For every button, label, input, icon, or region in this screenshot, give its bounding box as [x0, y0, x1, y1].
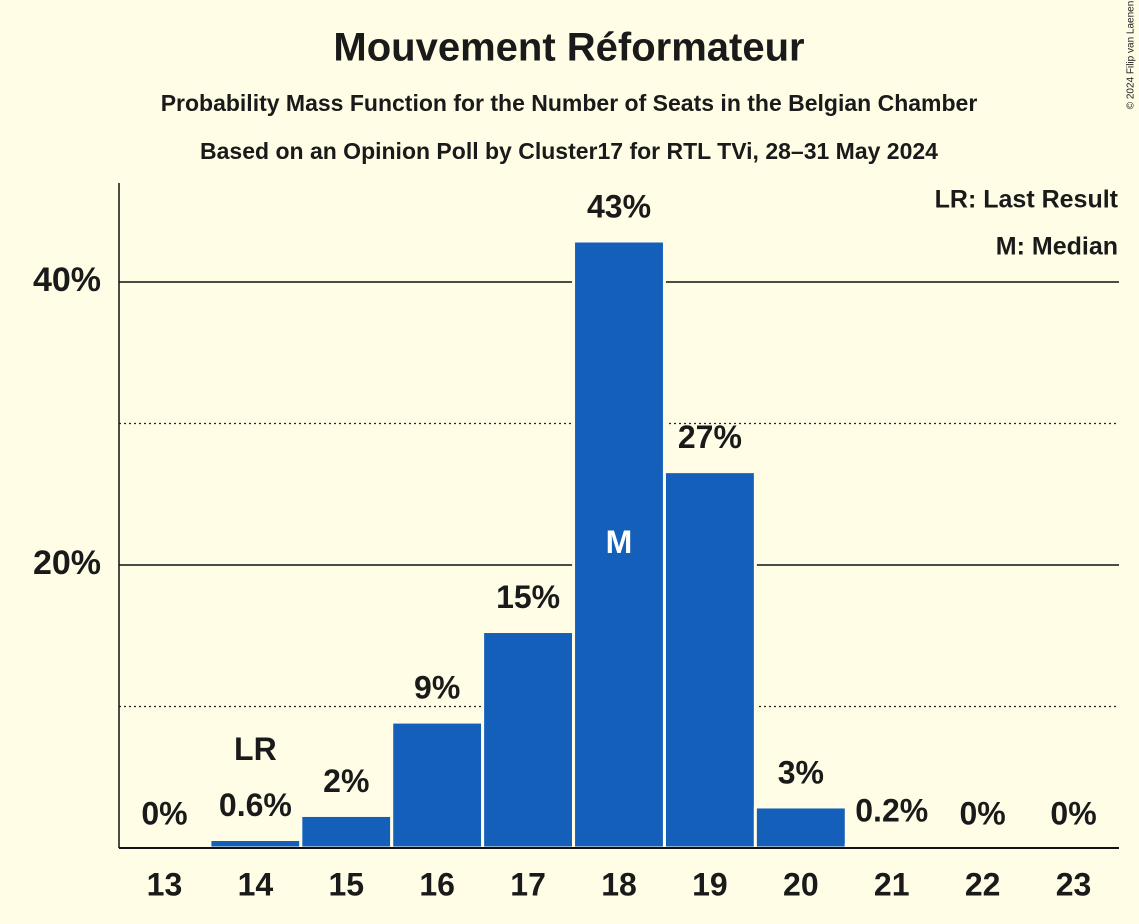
legend-entry: M: Median: [996, 233, 1118, 261]
x-tick-label: 14: [238, 866, 274, 902]
value-label: 27%: [678, 419, 742, 455]
value-label: 0.6%: [219, 787, 292, 823]
bar: [208, 838, 303, 850]
x-tick-label: 17: [510, 866, 546, 902]
chart-subtitle: Based on an Opinion Poll by Cluster17 fo…: [200, 138, 938, 164]
x-tick-label: 18: [601, 866, 637, 902]
x-tick-label: 21: [874, 866, 910, 902]
legend-entry: LR: Last Result: [935, 186, 1119, 214]
x-tick-label: 15: [328, 866, 364, 902]
value-label: 9%: [414, 670, 460, 706]
value-label: 15%: [496, 579, 560, 615]
chart-subtitle: Probability Mass Function for the Number…: [161, 90, 978, 116]
chart-title: Mouvement Réformateur: [333, 26, 804, 70]
value-label: 0%: [1050, 795, 1096, 831]
y-tick-label: 20%: [33, 544, 101, 582]
bar: [753, 805, 848, 850]
bar: [390, 720, 485, 850]
value-label: 0%: [141, 795, 187, 831]
value-label: 0.2%: [855, 793, 928, 829]
x-tick-label: 13: [147, 866, 183, 902]
x-tick-label: 22: [965, 866, 1001, 902]
value-label: 43%: [587, 188, 651, 224]
value-label: 2%: [323, 763, 369, 799]
x-tick-label: 23: [1056, 866, 1092, 902]
plot-area: 20% 40% 13 0% 14 0.6% LR 15 2% 16 9% 17 15% 18 43% M 19 2…: [33, 183, 1119, 902]
credit: © 2024 Filip van Laenen: [1126, 1, 1137, 110]
y-tick-label: 40%: [33, 261, 101, 299]
x-tick-label: 16: [419, 866, 455, 902]
value-label: 0%: [960, 795, 1006, 831]
bar: [299, 813, 394, 850]
bar: [662, 470, 757, 850]
bar: [481, 630, 576, 850]
x-tick-label: 19: [692, 866, 728, 902]
last-result-marker: LR: [234, 731, 277, 767]
x-tick-label: 20: [783, 866, 819, 902]
median-marker: M: [606, 524, 633, 560]
value-label: 3%: [778, 754, 824, 790]
